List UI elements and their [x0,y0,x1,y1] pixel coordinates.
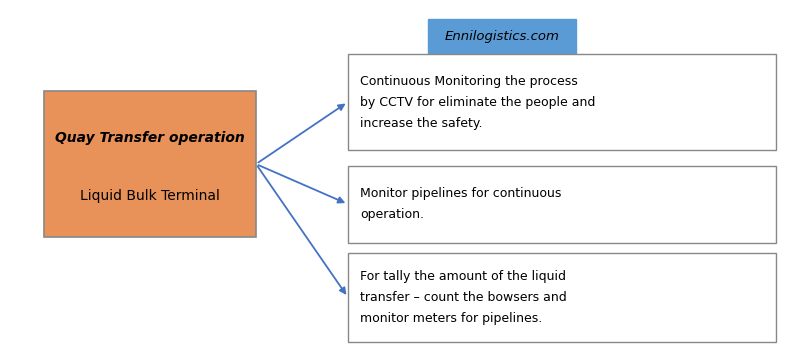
FancyBboxPatch shape [348,166,776,243]
FancyBboxPatch shape [348,54,776,150]
Text: For tally the amount of the liquid
transfer – count the bowsers and
monitor mete: For tally the amount of the liquid trans… [360,270,566,325]
FancyBboxPatch shape [348,253,776,342]
Text: Continuous Monitoring the process
by CCTV for eliminate the people and
increase : Continuous Monitoring the process by CCT… [360,75,595,129]
Text: Quay Transfer operation: Quay Transfer operation [55,131,245,144]
Text: Ennilogistics.com: Ennilogistics.com [445,30,559,43]
Text: Monitor pipelines for continuous
operation.: Monitor pipelines for continuous operati… [360,187,562,221]
FancyBboxPatch shape [428,19,576,54]
FancyBboxPatch shape [44,91,256,237]
Text: Liquid Bulk Terminal: Liquid Bulk Terminal [80,189,220,203]
